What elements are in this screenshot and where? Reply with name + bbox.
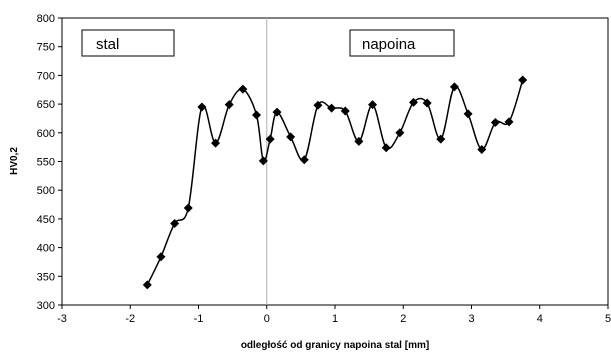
x-tick-label: -3 <box>57 313 67 325</box>
x-tick-label: 5 <box>605 313 611 325</box>
data-point-marker <box>252 110 262 120</box>
y-tick-label: 600 <box>37 128 55 140</box>
data-point-marker <box>490 117 500 127</box>
y-tick-label: 700 <box>37 70 55 82</box>
napoina-label-box <box>349 29 455 57</box>
x-axis-ticks: -3 -2 -1 0 1 2 3 4 5 <box>57 305 611 325</box>
y-tick-label: 350 <box>37 271 55 283</box>
data-point-marker <box>286 132 296 142</box>
x-tick-label: 3 <box>468 313 474 325</box>
data-point-marker <box>449 82 459 92</box>
data-point-marker <box>156 252 166 262</box>
y-tick-label: 800 <box>37 13 55 25</box>
x-tick-label: -1 <box>194 313 204 325</box>
data-point-marker <box>258 156 268 166</box>
data-point-marker <box>408 97 418 107</box>
data-point-marker <box>299 155 309 165</box>
data-point-marker <box>368 100 378 110</box>
data-point-marker <box>197 102 207 112</box>
data-point-marker <box>340 106 350 116</box>
data-point-marker <box>142 280 152 290</box>
x-tick-label: 4 <box>537 313 543 325</box>
data-point-marker <box>265 134 275 144</box>
y-axis-ticks: 300 350 400 450 500 550 600 650 700 750 800 <box>37 13 62 312</box>
data-point-marker <box>170 218 180 228</box>
x-tick-label: 0 <box>264 313 270 325</box>
data-point-marker <box>477 144 487 154</box>
data-point-marker <box>463 109 473 119</box>
y-tick-label: 300 <box>37 300 55 312</box>
data-point-marker <box>327 103 337 113</box>
x-tick-label: 2 <box>400 313 406 325</box>
data-point-marker <box>354 136 364 146</box>
y-tick-label: 550 <box>37 157 55 169</box>
data-point-marker <box>211 138 221 148</box>
y-tick-label: 650 <box>37 99 55 111</box>
series-markers <box>142 75 528 290</box>
data-point-marker <box>436 134 446 144</box>
y-tick-label: 500 <box>37 185 55 197</box>
x-axis-title: odległość od granicy napoina stal [mm] <box>241 340 429 351</box>
data-point-marker <box>504 117 514 127</box>
napoina-label: napoina <box>362 36 416 53</box>
plot-area <box>61 17 609 306</box>
x-tick-label: 1 <box>332 313 338 325</box>
y-tick-label: 450 <box>37 214 55 226</box>
data-point-marker <box>381 143 391 153</box>
y-tick-label: 400 <box>37 243 55 255</box>
data-point-marker <box>238 84 248 94</box>
y-tick-label: 750 <box>37 42 55 54</box>
data-point-marker <box>518 75 528 85</box>
data-point-marker <box>224 100 234 110</box>
data-point-marker <box>422 98 432 108</box>
data-point-marker <box>183 203 193 213</box>
y-axis-title: HV0,2 <box>9 147 20 175</box>
data-point-marker <box>313 100 323 110</box>
data-point-marker <box>272 107 282 117</box>
stal-label-box <box>81 29 175 57</box>
data-point-marker <box>395 128 405 138</box>
stal-label: stal <box>96 36 119 53</box>
x-tick-label: -2 <box>125 313 135 325</box>
